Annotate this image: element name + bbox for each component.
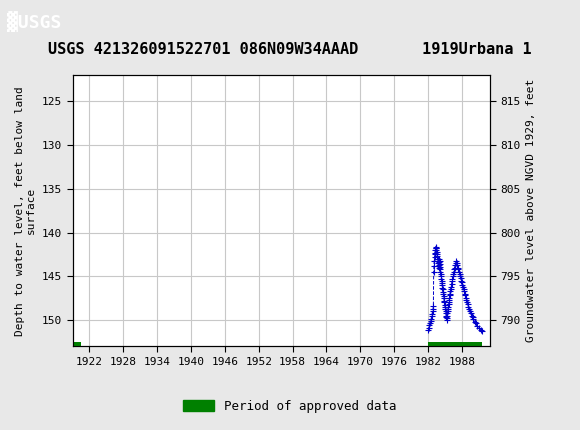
Y-axis label: Depth to water level, feet below land
surface: Depth to water level, feet below land su… — [14, 86, 37, 335]
Bar — [428, 342, 481, 346]
Text: ▓USGS: ▓USGS — [7, 11, 61, 32]
Bar — [74, 342, 81, 346]
Y-axis label: Groundwater level above NGVD 1929, feet: Groundwater level above NGVD 1929, feet — [526, 79, 537, 342]
Text: USGS 421326091522701 086N09W34AAAD       1919Urbana 1: USGS 421326091522701 086N09W34AAAD 1919U… — [48, 42, 532, 57]
Legend: Period of approved data: Period of approved data — [178, 395, 402, 418]
